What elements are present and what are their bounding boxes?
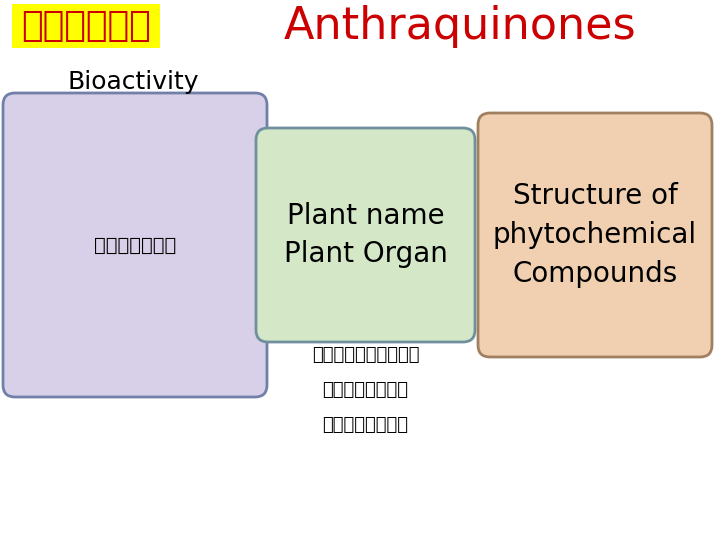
Text: Plant name
Plant Organ: Plant name Plant Organ — [284, 201, 447, 268]
Text: มะขามแขก: มะขามแขก — [323, 416, 408, 434]
FancyBboxPatch shape — [478, 113, 712, 357]
Text: วานหางจรเข: วานหางจรเข — [312, 346, 419, 364]
Text: Bioactivity: Bioactivity — [68, 70, 199, 94]
FancyBboxPatch shape — [256, 128, 475, 342]
Text: Structure of
phytochemical
Compounds: Structure of phytochemical Compounds — [493, 182, 697, 288]
Text: โกฐนำเตา: โกฐนำเตา — [323, 381, 408, 399]
Text: ยาระบาย: ยาระบาย — [94, 235, 176, 254]
Text: Anthraquinones: Anthraquinones — [284, 4, 636, 48]
FancyBboxPatch shape — [3, 93, 267, 397]
Text: รายงาน: รายงาน — [21, 9, 151, 43]
FancyBboxPatch shape — [12, 4, 160, 48]
